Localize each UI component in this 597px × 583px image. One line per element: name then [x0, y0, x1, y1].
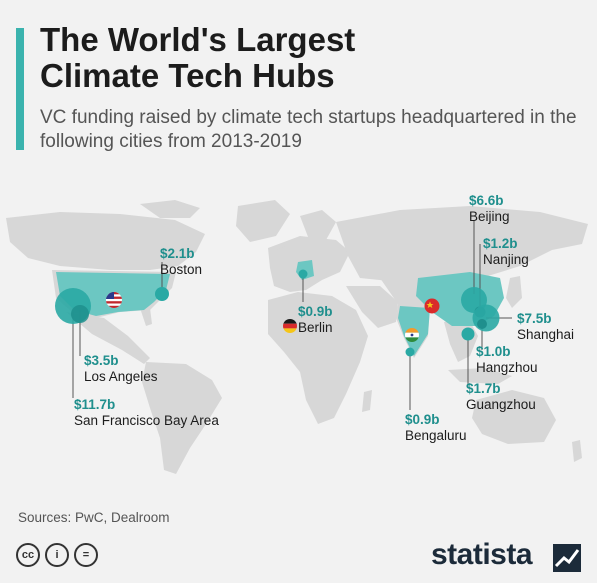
label-boston: $2.1b Boston: [160, 246, 202, 278]
south-america: [142, 362, 222, 474]
city-bengaluru: Bengaluru: [405, 428, 467, 443]
label-san-francisco: $11.7b San Francisco Bay Area: [74, 397, 219, 429]
value-guangzhou: $1.7b: [466, 381, 501, 396]
bubble-berlin: [298, 269, 308, 279]
label-hangzhou: $1.0b Hangzhou: [476, 344, 538, 376]
title-accent-bar: [16, 28, 24, 150]
label-bengaluru: $0.9b Bengaluru: [405, 412, 467, 444]
florida: [140, 308, 152, 326]
mexico: [66, 312, 150, 364]
bubble-hangzhou: [477, 319, 487, 329]
statista-logo-icon[interactable]: [553, 544, 581, 572]
bubble-guangzhou: [461, 327, 475, 341]
page-title: The World's Largest Climate Tech Hubs: [40, 21, 356, 94]
funding-bubbles: [55, 269, 500, 357]
attribution-icon[interactable]: i: [45, 543, 69, 567]
city-beijing: Beijing: [469, 209, 510, 224]
creative-commons-icon[interactable]: cc: [16, 543, 40, 567]
value-boston: $2.1b: [160, 246, 195, 261]
license-icons[interactable]: cc i =: [16, 543, 98, 567]
value-san-francisco: $11.7b: [74, 397, 116, 412]
canada: [6, 212, 205, 270]
madagascar: [362, 390, 372, 412]
city-shanghai: Shanghai: [517, 327, 575, 342]
page-subtitle: VC funding raised by climate tech startu…: [40, 107, 577, 152]
us-flag-icon: [106, 292, 122, 308]
value-berlin: $0.9b: [298, 304, 333, 319]
value-hangzhou: $1.0b: [476, 344, 511, 359]
label-shanghai: $7.5b Shanghai: [517, 311, 574, 343]
new-zealand: [572, 440, 582, 462]
bubble-bengaluru: [405, 347, 415, 357]
japan: [506, 276, 522, 308]
city-berlin: Berlin: [298, 320, 333, 335]
label-los-angeles: $3.5b Los Angeles: [84, 353, 158, 385]
label-nanjing: $1.2b Nanjing: [483, 236, 529, 268]
germany-flag-icon: [283, 319, 297, 333]
indonesia: [448, 368, 512, 384]
label-beijing: $6.6b Beijing: [469, 193, 510, 225]
greenland: [236, 200, 290, 242]
city-nanjing: Nanjing: [483, 252, 529, 267]
arctic-islands: [140, 200, 200, 218]
value-los-angeles: $3.5b: [84, 353, 119, 368]
british-isles: [276, 246, 290, 268]
world-map: [6, 200, 588, 474]
middle-east: [346, 286, 398, 328]
china-flag-icon: [424, 298, 440, 314]
city-hangzhou: Hangzhou: [476, 360, 538, 375]
value-beijing: $6.6b: [469, 193, 504, 208]
city-los-angeles: Los Angeles: [84, 369, 158, 384]
label-berlin: $0.9b Berlin: [298, 304, 333, 336]
russia: [336, 206, 588, 282]
scandinavia: [300, 210, 336, 242]
city-guangzhou: Guangzhou: [466, 397, 536, 412]
bubble-boston: [155, 287, 169, 301]
no-derivatives-icon[interactable]: =: [74, 543, 98, 567]
sources-text: Sources: PwC, Dealroom: [18, 510, 170, 525]
label-guangzhou: $1.7b Guangzhou: [466, 381, 536, 413]
bubble-los-angeles: [71, 305, 89, 323]
india-flag-icon: [405, 328, 419, 342]
statista-logo-text[interactable]: statista: [431, 538, 533, 571]
australia: [472, 390, 556, 444]
bubble-shanghai: [472, 304, 500, 332]
city-san-francisco: San Francisco Bay Area: [74, 413, 219, 428]
value-nanjing: $1.2b: [483, 236, 518, 251]
value-bengaluru: $0.9b: [405, 412, 440, 427]
value-shanghai: $7.5b: [517, 311, 552, 326]
city-boston: Boston: [160, 262, 203, 277]
